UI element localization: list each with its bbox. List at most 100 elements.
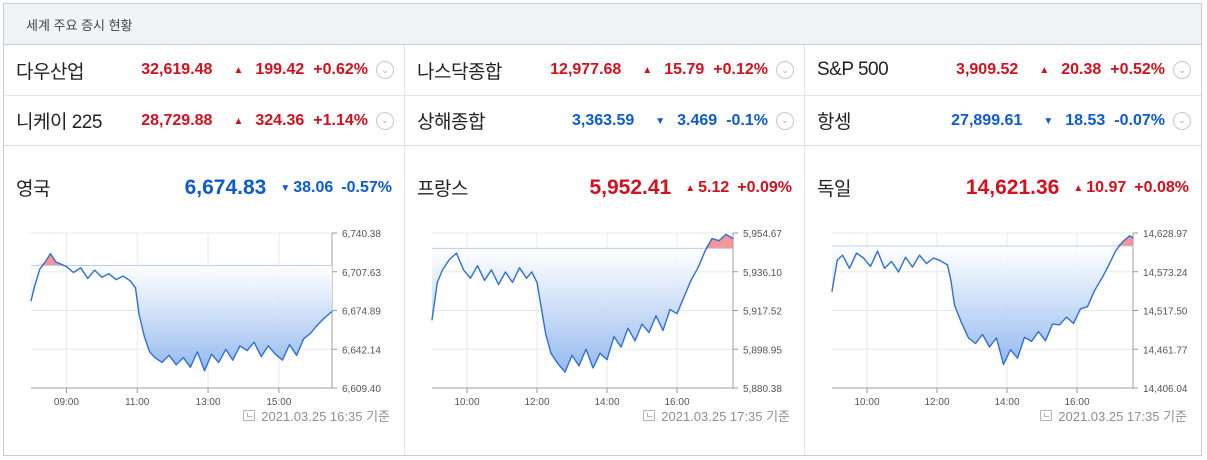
data-point	[122, 275, 124, 277]
series-line	[831, 235, 1134, 366]
data-point	[711, 238, 713, 240]
panel-price: 6,674.83	[184, 175, 267, 199]
ticker-change: 15.79	[664, 61, 705, 78]
ticker-price: 3,909.52	[956, 61, 1019, 78]
ticker-price: 27,899.61	[951, 111, 1023, 129]
data-point	[303, 338, 305, 340]
ticker-sp500[interactable]: S&P 500 3,909.52 ▲ 20.38 +0.52% ⌄	[804, 45, 1201, 95]
data-point	[697, 267, 699, 269]
data-point	[599, 352, 601, 354]
panel-timestamp: 2021.03.25 16:35 기준	[243, 406, 390, 425]
panel-change: 5.12	[698, 178, 730, 196]
data-point	[676, 313, 678, 315]
x-tick-label: 12:00	[524, 397, 549, 408]
data-point	[950, 280, 952, 282]
panel-name: 프랑스	[417, 179, 468, 200]
data-point	[143, 335, 145, 337]
x-tick-label: 14:00	[594, 397, 619, 408]
data-point	[33, 286, 36, 288]
data-point	[1079, 308, 1082, 310]
ticker-hangseng[interactable]: 항셍 27,899.61 ▼ 18.53 -0.07% ⌄	[804, 96, 1201, 145]
data-point	[911, 266, 914, 268]
data-point	[662, 329, 664, 331]
ticker-price: 3,363.59	[571, 111, 635, 129]
data-point	[253, 341, 255, 343]
data-point	[469, 277, 472, 279]
panel-price: 14,621.36	[965, 175, 1060, 199]
y-tick-label: 5,954.67	[743, 229, 782, 240]
chart-panels: 영국 6,674.83 ▼ 38.06 -0.57% 6,740.38 6,707.…	[4, 146, 1201, 455]
chevron-down-circle-icon[interactable]: ⌄	[776, 61, 794, 79]
data-point	[974, 342, 977, 345]
intraday-chart-uk[interactable]: 6,740.38 6,707.63 6,674.89 6,642.14 6,609.40…	[4, 216, 404, 416]
up-triangle-icon: ▲	[1039, 65, 1050, 76]
down-triangle-icon: ▼	[280, 182, 291, 194]
series-line	[431, 233, 734, 373]
data-point	[60, 263, 62, 265]
data-point	[536, 281, 538, 283]
ticker-nasdaq[interactable]: 나스닥종합 12,977.68 ▲ 15.79 +0.12% ⌄	[404, 45, 804, 95]
data-point	[1051, 323, 1054, 325]
ticker-pct: -0.07%	[1114, 111, 1165, 129]
ticker-change: 20.38	[1061, 61, 1102, 78]
data-point	[1023, 336, 1026, 338]
ticker-shanghai[interactable]: 상해종합 3,363.59 ▼ 3.469 -0.1% ⌄	[404, 96, 804, 145]
world-markets-widget: 세계 주요 증시 현황 다우산업 32,619.48 ▲ 199.42 +0.62…	[3, 3, 1202, 456]
panel-name: 영국	[16, 179, 50, 200]
up-triangle-icon: ▲	[1073, 182, 1084, 194]
chevron-down-circle-icon[interactable]: ⌄	[376, 61, 394, 79]
widget-title: 세계 주요 증시 현황	[26, 17, 133, 33]
data-point	[232, 359, 234, 361]
y-tick-label: 14,406.04	[1143, 384, 1188, 395]
data-point	[168, 354, 170, 356]
data-point	[246, 350, 248, 352]
data-point	[683, 296, 685, 298]
data-point	[149, 351, 151, 353]
chart-panel-france[interactable]: 프랑스 5,952.41 ▲ 5.12 +0.09% 5,954.67 5,936.…	[404, 146, 804, 455]
chevron-down-circle-icon[interactable]: ⌄	[1173, 61, 1191, 79]
data-point	[129, 280, 131, 282]
data-point	[94, 269, 96, 271]
up-triangle-icon: ▲	[233, 115, 244, 127]
ticker-nikkei[interactable]: 니케이 225 28,729.88 ▲ 324.36 +1.14% ⌄	[4, 96, 404, 145]
timestamp-text: 2021.03.25 17:35 기준	[661, 409, 790, 424]
y-tick-label: 14,517.50	[1143, 307, 1188, 318]
ticker-row-2: 니케이 225 28,729.88 ▲ 324.36 +1.14% ⌄ 상해종합 …	[4, 95, 1201, 145]
up-triangle-icon: ▲	[685, 182, 696, 194]
ticker-change: 324.36	[255, 111, 305, 129]
data-point	[557, 363, 559, 365]
data-point	[1128, 235, 1131, 237]
chevron-down-circle-icon[interactable]: ⌄	[376, 111, 394, 130]
ticker-rows: 다우산업 32,619.48 ▲ 199.42 +0.62% ⌄ 나스닥종합 12…	[4, 45, 1201, 146]
chart-panel-uk[interactable]: 영국 6,674.83 ▼ 38.06 -0.57% 6,740.38 6,707.…	[4, 146, 404, 455]
ticker-price: 28,729.88	[141, 111, 213, 129]
data-point	[641, 323, 643, 325]
intraday-chart-germany[interactable]: 14,628.97 14,573.24 14,517.50 14,461.77 14,4…	[805, 216, 1202, 416]
ticker-name: 나스닥종합	[417, 61, 502, 83]
chevron-down-circle-icon[interactable]: ⌄	[776, 111, 794, 130]
data-point	[504, 271, 507, 273]
data-point	[704, 250, 706, 252]
data-point	[511, 281, 514, 283]
data-point	[448, 258, 451, 260]
data-point	[161, 361, 163, 363]
x-tick-label: 12:00	[924, 397, 949, 408]
data-point	[855, 252, 858, 254]
data-point	[897, 271, 900, 273]
chevron-down-circle-icon[interactable]: ⌄	[1173, 111, 1191, 130]
data-point	[281, 359, 283, 361]
y-tick-label: 14,461.77	[1143, 345, 1188, 356]
intraday-chart-france[interactable]: 5,954.67 5,936.10 5,917.52 5,898.95 5,880.38…	[405, 216, 805, 416]
data-point	[39, 268, 41, 270]
data-point	[490, 269, 493, 271]
data-point	[483, 279, 486, 281]
data-point	[848, 267, 851, 269]
data-point	[571, 354, 573, 356]
ticker-row-1: 다우산업 32,619.48 ▲ 199.42 +0.62% ⌄ 나스닥종합 12…	[4, 45, 1201, 95]
panel-pct: +0.09%	[737, 178, 792, 196]
calendar-clock-icon	[243, 410, 256, 421]
ticker-dow[interactable]: 다우산업 32,619.48 ▲ 199.42 +0.62% ⌄	[4, 45, 404, 95]
data-point	[981, 333, 984, 336]
x-tick-label: 10:00	[454, 397, 479, 408]
chart-panel-germany[interactable]: 독일 14,621.36 ▲ 10.97 +0.08% 14,628.97 14,5…	[804, 146, 1201, 455]
